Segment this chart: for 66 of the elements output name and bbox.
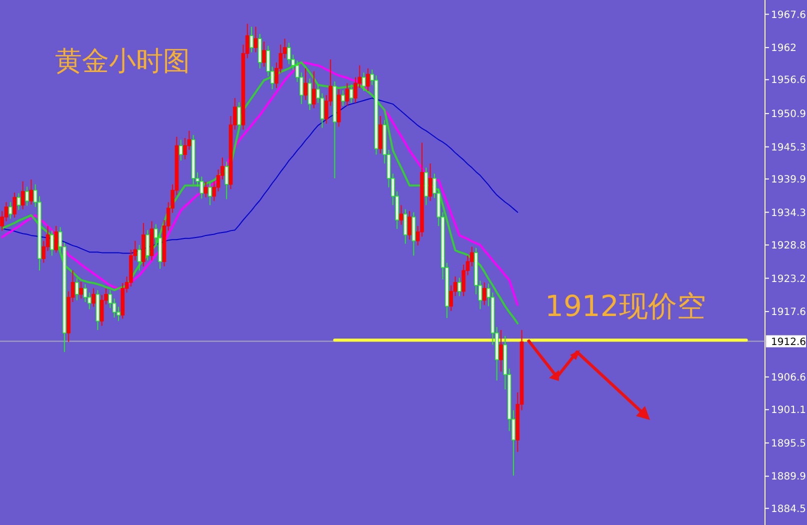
candlestick — [345, 82, 350, 106]
candlestick — [341, 90, 345, 106]
y-tick-label: 1901.1 — [771, 405, 806, 416]
candlestick — [75, 278, 79, 301]
y-tick-label: 1934.3 — [771, 208, 806, 219]
candlestick — [20, 180, 25, 210]
candlestick — [79, 281, 83, 299]
candlestick — [87, 292, 92, 310]
y-tick-label: 1906.6 — [771, 372, 806, 384]
candlestick — [254, 26, 258, 53]
candlestick — [304, 68, 308, 100]
candlestick — [208, 182, 212, 206]
candlestick — [403, 208, 408, 244]
y-tick-label: 1967.6 — [771, 10, 806, 21]
text: 黄金小时图 — [55, 46, 190, 77]
candlestick — [146, 230, 150, 261]
candlestick — [408, 210, 412, 240]
ref-line-label: 1912.6 — [771, 336, 806, 348]
y-tick-label: 1950.9 — [771, 109, 806, 120]
candlestick — [262, 41, 266, 68]
y-tick-label: 1917.6 — [771, 307, 806, 318]
y-tick-label: 1956.6 — [771, 75, 806, 86]
y-tick-label: 1889.9 — [771, 472, 806, 483]
candlestick — [178, 139, 183, 162]
candlestick — [428, 163, 432, 202]
candlestick — [308, 78, 312, 110]
candlestick — [366, 68, 370, 92]
candlestick — [200, 176, 204, 200]
candlestick — [482, 282, 486, 306]
candlestick — [470, 246, 474, 267]
y-tick-label: 1895.5 — [771, 438, 806, 450]
candlestick — [458, 277, 462, 297]
y-tick-label: 1923.2 — [771, 274, 806, 285]
y-tick-label: 1928.8 — [771, 240, 806, 252]
annotation: 1912现价空 — [545, 289, 706, 323]
candlestick — [50, 230, 54, 256]
candlestick — [237, 102, 241, 130]
candlestick — [399, 204, 404, 226]
candlestick — [8, 202, 12, 220]
y-tick-label: 1939.9 — [771, 174, 806, 186]
candlestick — [349, 84, 354, 104]
candlestick — [258, 33, 262, 69]
candlestick — [16, 192, 21, 210]
y-tick-label: 1962 — [771, 43, 796, 54]
candlestick — [112, 298, 116, 318]
y-tick-label: 1884.5 — [771, 504, 806, 515]
y-tick-label: 1945.3 — [771, 142, 806, 154]
candlestick — [449, 284, 453, 312]
candlestick — [92, 288, 96, 308]
candlestick — [412, 212, 416, 256]
candlestick — [54, 225, 58, 254]
candlestick — [499, 329, 503, 372]
candlestick — [137, 244, 142, 272]
candlestick — [320, 92, 324, 128]
candlestick — [29, 179, 34, 206]
candlestick — [362, 72, 366, 92]
candlestick — [424, 167, 428, 206]
candlestick — [224, 161, 228, 200]
candlestick — [204, 181, 208, 198]
candlestick — [250, 26, 254, 53]
candlestick — [83, 284, 88, 303]
candlestick — [108, 290, 112, 308]
candlestick — [378, 115, 382, 154]
candlestick — [312, 70, 316, 109]
candlestick — [25, 186, 29, 206]
candlestick — [12, 192, 16, 218]
